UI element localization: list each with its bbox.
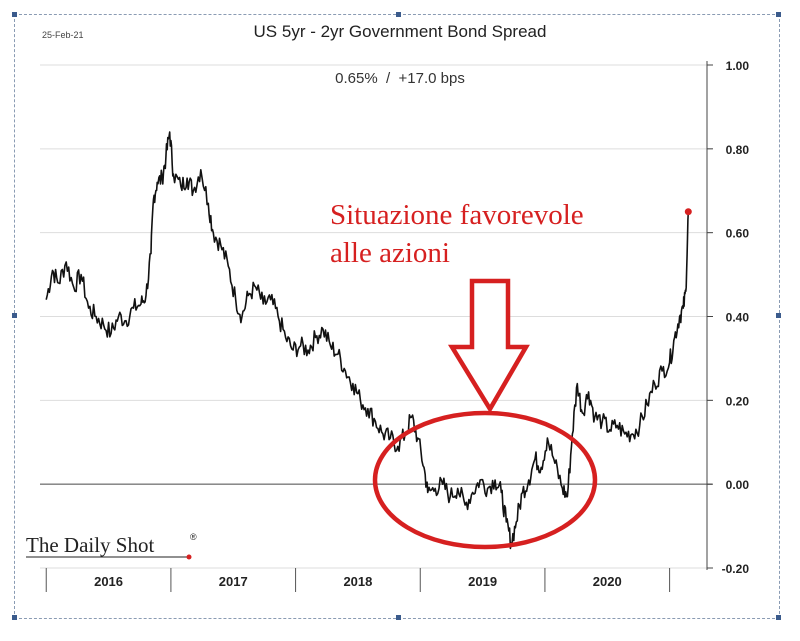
x-tick-label-3: 2019 — [468, 574, 497, 589]
y-tick-label-6: -0.20 — [722, 562, 750, 576]
brand-name: The Daily Shot — [26, 533, 154, 557]
chart-title: US 5yr - 2yr Government Bond Spread — [254, 22, 547, 41]
y-tick-label-0: 1.00 — [726, 59, 750, 73]
annotation-group: Situazione favorevole alle azioni — [330, 199, 598, 550]
y-tick-label-2: 0.60 — [726, 227, 750, 241]
brand-logo: The Daily Shot ® — [26, 532, 197, 560]
x-tick-label-4: 2020 — [593, 574, 622, 589]
resize-handle-tr[interactable] — [776, 12, 781, 17]
brand-registered-mark: ® — [190, 532, 197, 542]
resize-handle-tl[interactable] — [12, 12, 17, 17]
series-group — [45, 131, 692, 550]
y-tick-label-1: 0.80 — [726, 143, 750, 157]
x-tick-label-0: 2016 — [94, 574, 123, 589]
annotation-line-1: Situazione favorevole — [330, 199, 584, 231]
resize-handle-br[interactable] — [776, 615, 781, 620]
series-line-0 — [45, 131, 690, 550]
x-tick-label-1: 2017 — [219, 574, 248, 589]
y-tick-label-5: 0.00 — [726, 478, 750, 492]
annotation-ellipse — [372, 410, 598, 550]
y-tick-label-3: 0.40 — [726, 311, 750, 325]
brand-dot — [186, 554, 192, 560]
y-tick-label-4: 0.20 — [726, 394, 750, 408]
annotation-down-arrow — [447, 278, 530, 414]
y-axis: 1.00 0.80 0.60 0.40 0.20 0.00 -0.20 — [706, 59, 750, 576]
x-tick-label-2: 2018 — [343, 574, 372, 589]
date-stamp: 25-Feb-21 — [42, 30, 84, 40]
annotation-line-2: alle azioni — [330, 237, 450, 269]
resize-handle-tm[interactable] — [396, 12, 401, 17]
chart-subtitle: 0.65% / +17.0 bps — [335, 70, 465, 87]
x-axis: 2016 2017 2018 2019 2020 — [45, 568, 671, 592]
resize-handle-ml[interactable] — [12, 313, 17, 318]
resize-handle-bm[interactable] — [396, 615, 401, 620]
resize-handle-bl[interactable] — [12, 615, 17, 620]
last-value-marker — [684, 208, 692, 216]
resize-handle-mr[interactable] — [776, 313, 781, 318]
